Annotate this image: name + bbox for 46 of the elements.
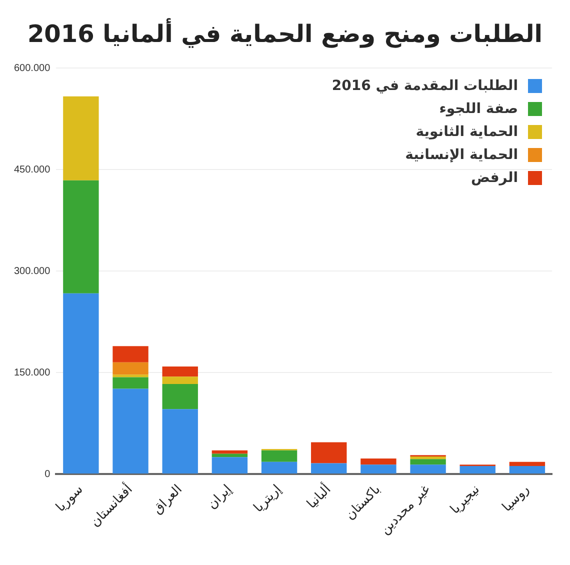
bar xyxy=(509,466,546,474)
bar xyxy=(311,442,347,464)
legend-label: الحماية الإنسانية xyxy=(405,147,518,163)
bar xyxy=(112,388,148,474)
x-tick-label: إريتريا xyxy=(251,482,284,516)
bar xyxy=(460,466,496,474)
x-tick-label: أفغانستان xyxy=(86,480,136,530)
bar xyxy=(509,462,546,466)
bar xyxy=(311,463,347,474)
bar xyxy=(162,366,198,377)
legend-label: الرفض xyxy=(470,170,518,186)
y-tick-label: 600.000 xyxy=(14,62,51,74)
x-tick-label: إيران xyxy=(204,482,235,512)
bar xyxy=(162,384,198,410)
bar xyxy=(63,96,99,180)
legend-label: صفة اللجوء xyxy=(439,101,518,117)
bar xyxy=(112,346,148,362)
y-tick-label: 150.000 xyxy=(14,367,51,378)
x-tick-label: باكستان xyxy=(342,482,384,524)
bar xyxy=(162,376,198,384)
x-tick-label: سوريا xyxy=(53,482,86,516)
bar xyxy=(360,458,396,465)
x-tick-label: العراق xyxy=(150,482,186,518)
bar xyxy=(212,457,248,474)
legend-label: الطلبات المقدمة في 2016 xyxy=(332,78,518,94)
bar xyxy=(410,464,446,474)
bar xyxy=(261,462,298,474)
bar xyxy=(410,456,446,460)
bar xyxy=(410,459,446,465)
y-tick-label: 450.000 xyxy=(14,164,51,176)
x-tick-label: نيجيريا xyxy=(448,482,483,518)
chart-title: الطلبات ومنح وضع الحماية في ألمانيا 2016 xyxy=(26,17,544,50)
y-tick-label: 300.000 xyxy=(14,266,51,277)
bar xyxy=(212,450,248,454)
bar xyxy=(360,464,396,474)
x-tick-label: ألبانيا xyxy=(302,480,334,512)
bar xyxy=(112,377,148,389)
bar xyxy=(261,450,298,462)
x-tick-label: روسيا xyxy=(500,482,532,515)
y-tick-label: 0 xyxy=(44,468,51,480)
bar xyxy=(112,374,148,378)
legend-label: الحماية الثانوية xyxy=(416,124,518,140)
bar xyxy=(162,409,198,474)
bar xyxy=(63,180,99,294)
bar xyxy=(112,362,148,375)
bar xyxy=(63,293,99,474)
